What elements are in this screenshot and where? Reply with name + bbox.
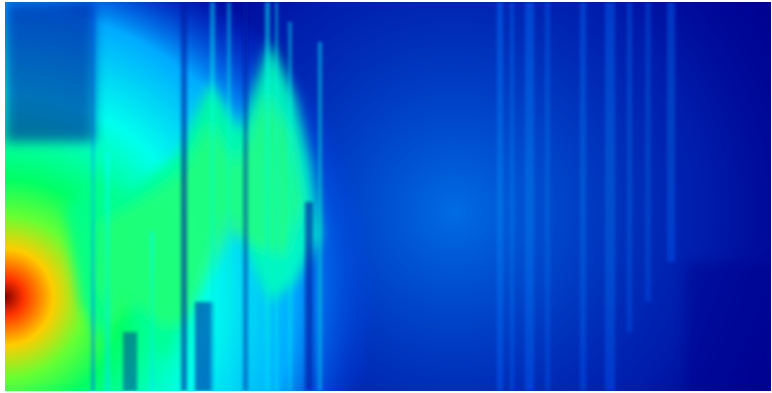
bright-streak (275, 2, 278, 391)
far-streak (510, 2, 514, 391)
bright-streak (265, 2, 270, 391)
far-streak (580, 2, 586, 391)
corner-shade (5, 2, 95, 142)
far-streak (627, 2, 632, 332)
shadow-streak (123, 332, 137, 391)
propagation-band (65, 42, 320, 362)
bright-streak (288, 22, 292, 391)
bright-streak (150, 232, 154, 391)
corner-shade (685, 262, 771, 391)
bright-streak (105, 152, 110, 391)
bright-streaks (91, 2, 322, 391)
bright-streak (91, 2, 95, 391)
shadow-streak (181, 2, 187, 391)
band-core (97, 92, 303, 327)
wave-intensity-field (5, 2, 771, 391)
shadow-streaks (123, 2, 313, 391)
far-streak (605, 2, 615, 391)
far-streak (525, 2, 534, 391)
bright-streak (210, 2, 215, 391)
bright-streak (227, 2, 231, 391)
far-streak (667, 2, 675, 262)
far-streak (545, 2, 550, 391)
bright-streak (318, 42, 322, 391)
shadow-streak (243, 2, 248, 391)
far-streak (645, 2, 651, 302)
far-streak (497, 2, 503, 391)
shadow-streak (195, 302, 213, 391)
far-field-streaks (497, 2, 675, 391)
shadow-streak (305, 202, 313, 391)
